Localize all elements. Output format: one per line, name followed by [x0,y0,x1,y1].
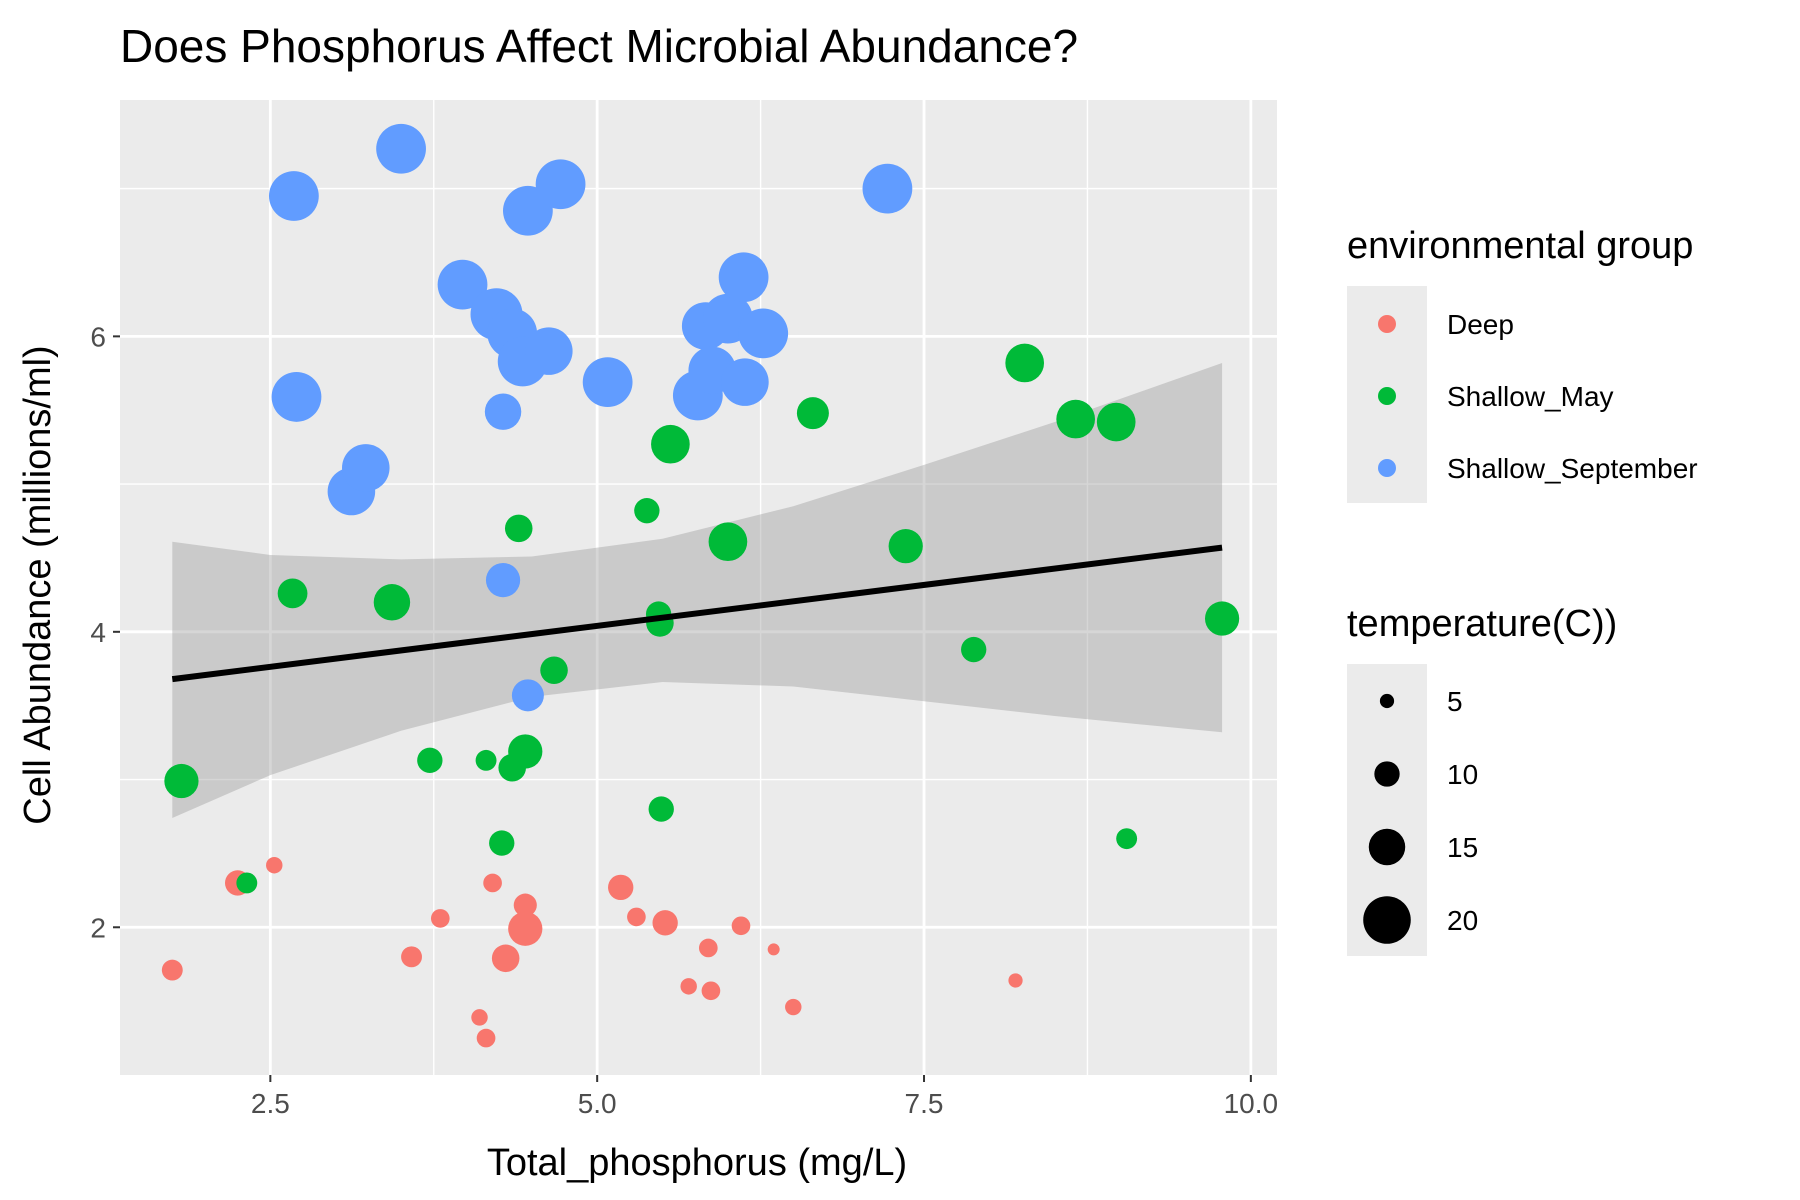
data-point [718,252,769,303]
data-point [796,397,829,430]
data-point [525,327,573,375]
axes: 2.5 5.0 7.5 10.0 2 4 6 [90,321,1278,1119]
data-point [484,393,522,430]
data-point [266,857,283,874]
legend-key-deep [1378,315,1396,333]
data-point [508,734,543,769]
data-point [721,358,769,406]
data-point [1096,402,1136,442]
data-point [483,873,502,893]
confidence-ribbon-layer [172,362,1223,818]
size-legend-items: 5 10 15 20 [1363,686,1478,944]
data-point [701,981,721,1001]
color-legend: environmental group Deep Shallow_May Shall… [1347,225,1698,503]
x-axis-title: Total_phosphorus (mg/L) [487,1142,907,1184]
data-point [651,424,690,464]
data-point [271,372,322,422]
data-point [401,946,422,968]
size-legend-key [1363,896,1411,944]
data-point [1005,343,1045,383]
data-point [475,749,497,771]
data-point [627,907,646,927]
data-point [785,998,802,1016]
data-point [608,874,634,901]
legend-label-shallow-may: Shallow_May [1447,381,1614,412]
data-point [634,498,660,524]
size-legend-key [1379,693,1395,709]
data-point [489,830,515,856]
data-point [961,636,987,663]
data-point [277,578,308,609]
confidence-ribbon [172,362,1223,818]
data-point [471,1009,488,1026]
data-point [646,609,674,637]
data-point [767,943,780,956]
size-legend-label: 5 [1447,686,1463,717]
data-point [476,1028,496,1048]
x-tick-label: 5.0 [578,1088,617,1119]
data-point [540,656,568,685]
size-legend-key [1374,761,1400,787]
series-shallow-september [268,123,913,712]
data-point [161,959,183,981]
data-point [698,938,718,958]
size-legend-key [1368,828,1406,866]
y-tick-label: 6 [90,321,106,352]
data-point [236,872,258,894]
data-point [491,944,520,973]
chart-title: Does Phosphorus Affect Microbial Abundan… [120,20,1078,72]
legend-key-shallow-may [1378,387,1396,405]
data-point [504,514,533,543]
data-point [731,916,751,936]
trend-line-layer [171,544,1223,683]
data-point [342,444,390,492]
data-point [738,308,789,359]
color-legend-items: Deep Shallow_May Shallow_September [1378,309,1698,484]
legend-label-shallow-september: Shallow_September [1447,453,1698,484]
data-point [268,171,319,221]
color-legend-title: environmental group [1347,225,1693,267]
data-point [417,747,443,774]
data-point [888,529,923,564]
legend-label-deep: Deep [1447,309,1514,340]
legend-key-shallow-september [1378,459,1396,477]
data-point [1056,399,1096,439]
size-legend-title: temperature(C)) [1347,603,1617,645]
data-point [508,911,543,946]
data-point [164,763,199,799]
size-legend-label: 15 [1447,832,1478,863]
x-tick-label: 10.0 [1224,1088,1279,1119]
plot-panel [120,100,1277,1075]
y-tick-label: 2 [90,912,106,943]
data-point [376,123,426,174]
x-tick-label: 7.5 [905,1088,944,1119]
data-point [862,163,913,214]
x-tick-label: 2.5 [251,1088,290,1119]
panel-background [120,100,1277,1075]
data-point [511,679,544,712]
data-point [1008,973,1023,988]
data-point [708,522,748,562]
data-point [485,563,521,598]
data-point [535,159,586,210]
data-point [582,357,633,408]
size-legend-label: 10 [1447,759,1478,790]
data-point [437,259,488,310]
y-axis-title: Cell Abundance (millions/ml) [17,345,59,824]
size-legend-label: 20 [1447,905,1478,936]
trend-line [171,544,1223,683]
data-point [680,978,697,995]
data-point [373,584,411,621]
data-point [648,796,674,822]
y-tick-label: 4 [90,617,106,648]
size-legend: temperature(C)) 5 10 15 20 [1347,603,1617,956]
data-point [1116,828,1138,850]
data-point [1204,601,1240,636]
data-point [652,910,678,936]
data-point [513,893,537,917]
data-point [430,909,450,928]
series-deep [161,857,1023,1048]
